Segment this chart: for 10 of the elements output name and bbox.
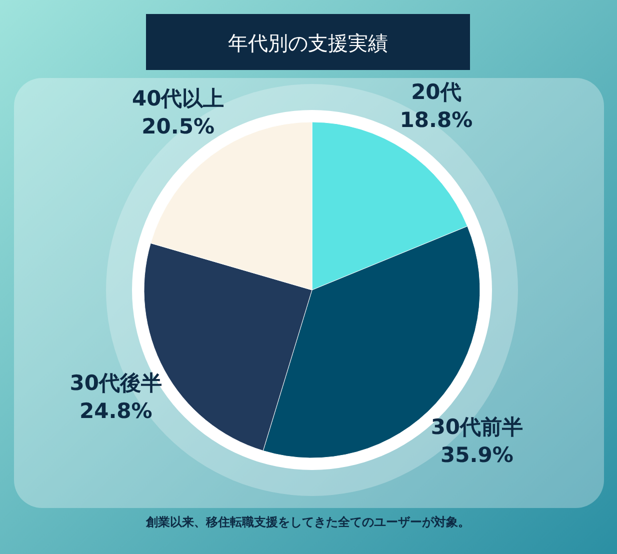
slice-label: 20代 bbox=[411, 80, 462, 104]
data-label: 35.9% bbox=[440, 443, 514, 468]
slice-label: 40代以上 bbox=[132, 86, 224, 111]
data-label: 20.5% bbox=[142, 114, 215, 139]
chart-title: 年代別の支援実績 bbox=[228, 31, 388, 55]
slice-label: 30代前半 bbox=[430, 415, 524, 440]
slice-label: 30代後半 bbox=[70, 371, 162, 396]
data-label: 18.8% bbox=[400, 108, 473, 132]
data-label: 24.8% bbox=[79, 399, 152, 424]
text: 創業以来、移住転職支援をしてきた全てのユーザーが対象。 bbox=[145, 515, 470, 529]
